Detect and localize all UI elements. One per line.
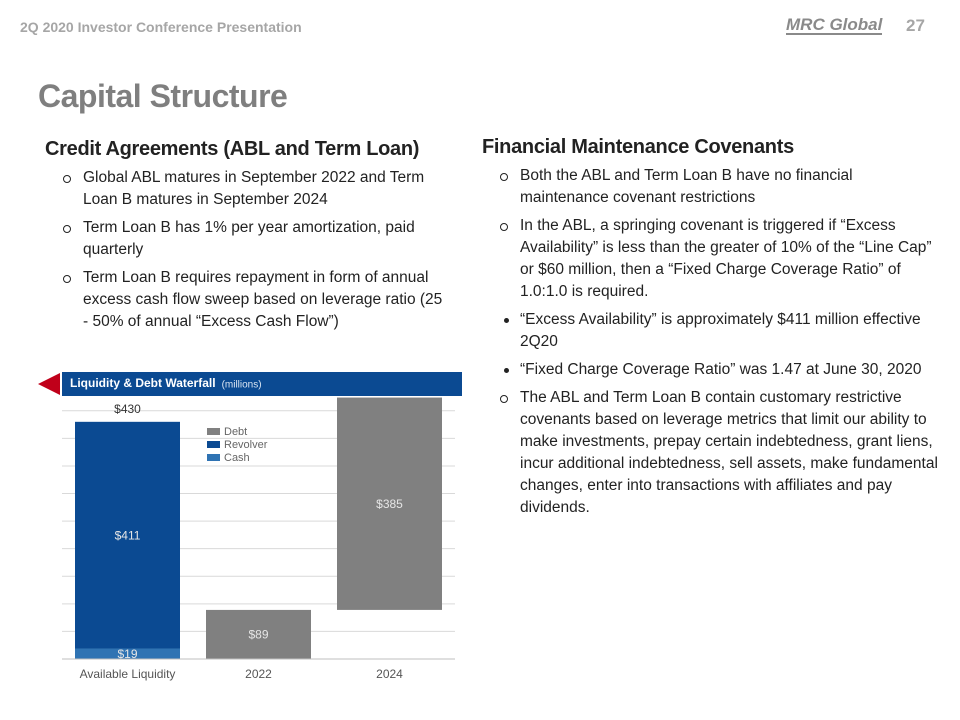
bar: [75, 648, 180, 659]
total-label: $430: [114, 402, 141, 416]
x-tick-label: 2022: [245, 667, 272, 681]
chart-title: Liquidity & Debt Waterfall: [70, 376, 216, 390]
value-label: $89: [248, 628, 268, 642]
sub-bullet: “Fixed Charge Coverage Ratio” was 1.47 a…: [500, 359, 944, 381]
legend-swatch: [207, 428, 220, 435]
bar: [206, 609, 311, 659]
chart-banner: [62, 372, 462, 396]
arrow-marker: [38, 373, 60, 395]
bullet: In the ABL, a springing covenant is trig…: [482, 215, 944, 303]
x-tick-label: Available Liquidity: [80, 667, 176, 681]
section-heading: Credit Agreements (ABL and Term Loan): [45, 138, 420, 160]
bullet: Term Loan B has 1% per year amortization…: [45, 217, 445, 261]
legend-swatch: [207, 454, 220, 461]
bullet: Both the ABL and Term Loan B have no fin…: [482, 165, 944, 209]
legend-label: Debt: [224, 426, 247, 438]
left-column: Credit Agreements (ABL and Term Loan) Gl…: [45, 138, 445, 333]
sub-list: “Excess Availability” is approximately $…: [500, 309, 944, 381]
header-title: 2Q 2020 Investor Conference Presentation: [20, 19, 302, 35]
sub-bullet: “Excess Availability” is approximately $…: [500, 309, 944, 353]
bullet: Term Loan B requires repayment in form o…: [45, 267, 445, 333]
bullet: Global ABL matures in September 2022 and…: [45, 167, 445, 211]
bullet-list: Global ABL matures in September 2022 and…: [45, 167, 445, 333]
bullet: The ABL and Term Loan B contain customar…: [482, 387, 944, 519]
legend-label: Cash: [224, 452, 250, 464]
page-number: 27: [906, 16, 925, 35]
right-column: Financial Maintenance Covenants Both the…: [482, 136, 944, 519]
slide-title: Capital Structure: [38, 78, 288, 114]
bar: [337, 397, 442, 610]
logo: MRC Global: [786, 15, 883, 35]
value-label: $385: [376, 497, 403, 511]
legend-label: Revolver: [224, 439, 268, 451]
chart: Liquidity & Debt Waterfall (millions) $19…: [38, 372, 462, 681]
bullet-list: Both the ABL and Term Loan B have no fin…: [482, 165, 944, 519]
chart-subtitle: (millions): [222, 380, 262, 391]
value-label: $19: [117, 647, 137, 661]
x-tick-label: 2024: [376, 667, 403, 681]
value-label: $411: [115, 528, 141, 542]
legend-swatch: [207, 441, 220, 448]
section-heading: Financial Maintenance Covenants: [482, 136, 794, 158]
bar: [75, 421, 180, 649]
